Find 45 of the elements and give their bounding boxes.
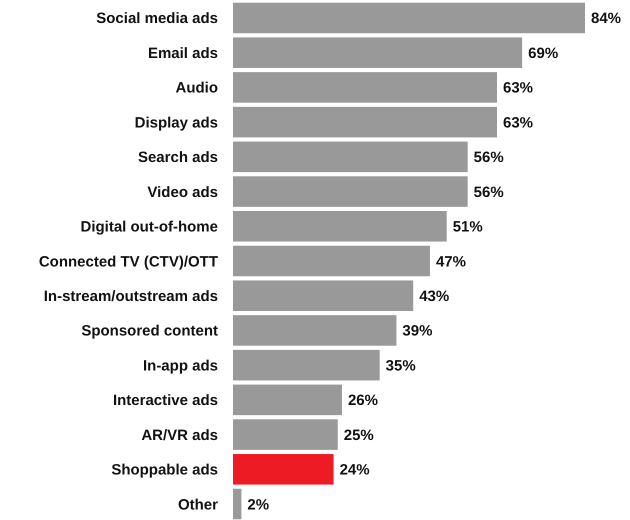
bar <box>233 419 338 450</box>
data-label: 84% <box>591 10 622 28</box>
data-label: 26% <box>348 392 378 410</box>
bar <box>233 454 334 485</box>
data-label: 35% <box>386 357 416 374</box>
bar <box>233 488 242 520</box>
data-label: 2% <box>247 496 270 514</box>
y-tick-label: Digital out-of-home <box>80 218 218 236</box>
data-label: 69% <box>528 44 558 62</box>
y-tick-label: Display ads <box>134 114 218 132</box>
data-label: 56% <box>474 149 504 166</box>
bar <box>233 176 468 207</box>
y-tick-label: Email ads <box>148 44 218 62</box>
data-label: 51% <box>452 218 483 236</box>
bar <box>233 280 414 311</box>
y-tick-label: Connected TV (CTV)/OTT <box>38 253 218 270</box>
y-tick-label: Audio <box>176 80 218 97</box>
data-label: 63% <box>503 114 534 132</box>
y-tick-label: Interactive ads <box>112 392 218 410</box>
y-tick-label: In-app ads <box>142 357 218 374</box>
data-label: 39% <box>402 322 432 340</box>
y-tick-label: Shoppable ads <box>111 462 218 479</box>
data-label: 24% <box>340 462 370 479</box>
y-tick-label: AR/VR ads <box>141 426 218 444</box>
bar <box>233 315 396 346</box>
bar <box>233 72 497 103</box>
data-label: 63% <box>503 80 534 97</box>
data-label: 43% <box>419 288 450 305</box>
y-tick-label: In-stream/outstream ads <box>44 288 218 305</box>
y-tick-label: Other <box>178 496 218 514</box>
bar <box>233 2 585 34</box>
y-tick-label: Search ads <box>138 149 218 166</box>
data-label: 47% <box>436 253 466 270</box>
bar <box>233 384 342 416</box>
bar <box>233 37 522 68</box>
y-tick-label: Sponsored content <box>81 322 218 340</box>
bar <box>233 142 468 172</box>
bar <box>233 350 380 380</box>
bar <box>233 246 430 276</box>
data-label: 25% <box>344 426 374 444</box>
bar <box>233 106 497 138</box>
data-label: 56% <box>474 184 504 201</box>
y-tick-label: Video ads <box>147 184 218 201</box>
bar <box>233 211 447 242</box>
y-tick-label: Social media ads <box>96 10 218 28</box>
